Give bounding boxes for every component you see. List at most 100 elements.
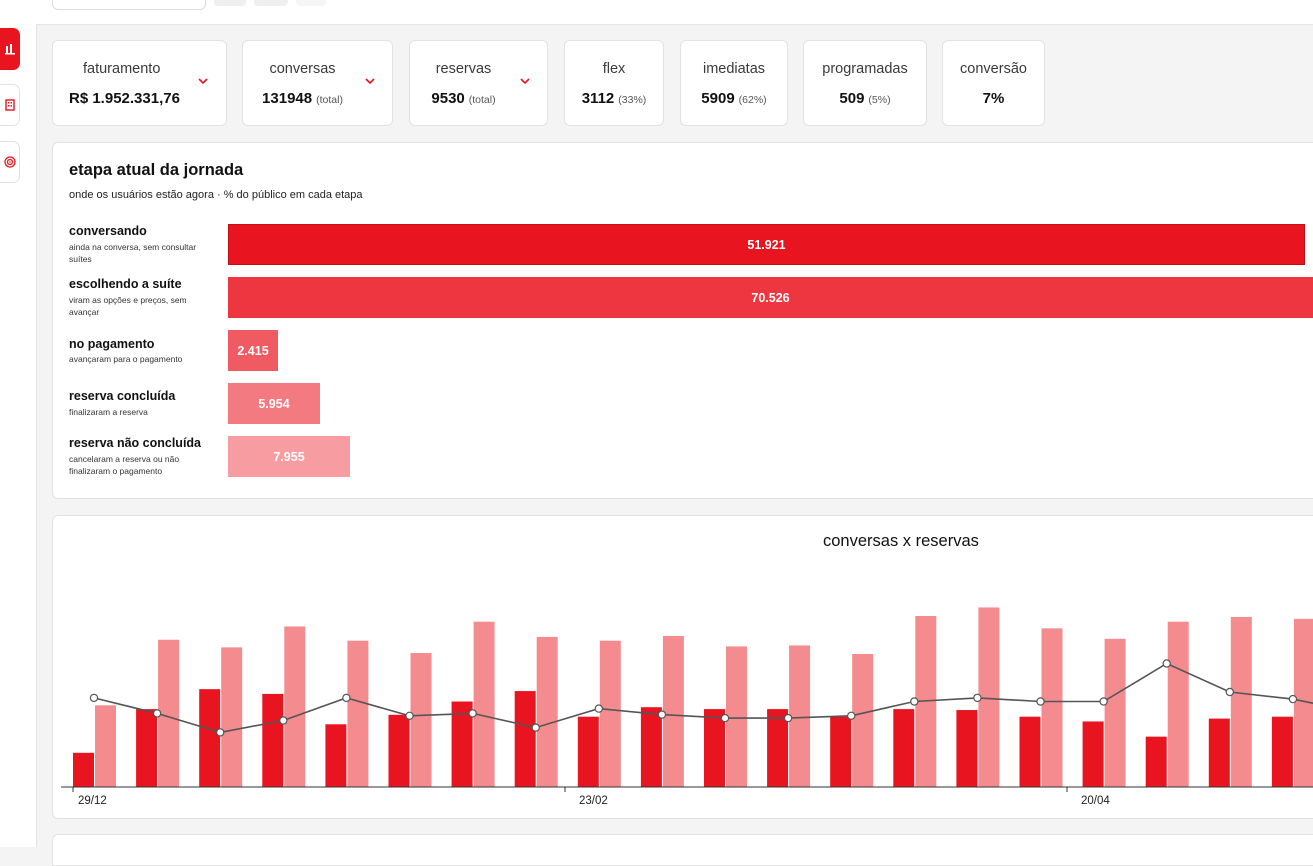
kpi-conversas[interactable]: conversas 131948 (total) <box>242 40 393 126</box>
stage-name: conversando <box>69 224 147 238</box>
bar-conversas <box>852 654 874 787</box>
bar-conversas <box>789 645 811 787</box>
chart-title: conversas x reservas <box>823 532 979 550</box>
bar-conversas <box>221 647 243 787</box>
bar-conversas <box>473 621 495 787</box>
kpi-flex: flex 3112 (33%) <box>564 40 664 126</box>
bar-chart-icon <box>4 44 15 55</box>
journey-subtitle: onde os usuários estão agora · % do públ… <box>69 189 363 201</box>
bar-reservas <box>893 709 915 787</box>
stage-bar-conversando[interactable]: 51.921 <box>228 224 1305 265</box>
bar-conversas <box>1041 628 1063 787</box>
bar-reservas <box>451 701 473 787</box>
bar-conversas <box>599 640 621 787</box>
kpi-value: 131948 (total) <box>262 90 343 107</box>
line-point <box>279 716 288 725</box>
stage-bar-value: 2.415 <box>237 343 269 358</box>
journey-panel: etapa atual da jornada onde os usuários … <box>52 142 1313 499</box>
bar-reservas <box>577 716 599 787</box>
filter-chip[interactable] <box>214 0 246 6</box>
journey-title: etapa atual da jornada <box>69 161 244 179</box>
bar-reservas <box>1208 718 1230 787</box>
stage-description: finalizaram a reserva <box>69 407 148 417</box>
bar-conversas <box>978 607 1000 787</box>
line-point <box>1099 697 1108 706</box>
line-point <box>1288 694 1298 704</box>
sidebar-item-dashboard[interactable] <box>0 28 20 70</box>
line-point <box>1036 697 1045 706</box>
kpi-label: programadas <box>822 61 908 77</box>
kpi-label: conversas <box>269 61 336 77</box>
kpi-label: reservas <box>435 61 492 77</box>
chevron-down-icon[interactable] <box>197 77 209 85</box>
line-point <box>910 697 919 706</box>
kpi-value: 9530 (total) <box>431 90 496 107</box>
filter-chip[interactable] <box>254 0 288 6</box>
kpi-imediatas: imediatas 5909 (62%) <box>680 40 788 126</box>
bar-conversas <box>726 646 747 787</box>
filter-chip[interactable] <box>296 0 326 6</box>
line-point <box>973 693 982 703</box>
bar-reservas <box>1145 736 1167 787</box>
line-point <box>152 709 162 718</box>
building-icon <box>4 99 15 111</box>
chart-panel: conversas x reservas 29/12 23/02 20/04 <box>52 515 1313 819</box>
stage-bar-nao-concluida[interactable]: 7.955 <box>228 436 350 477</box>
stage-name: no pagamento <box>69 337 155 351</box>
bar-reservas <box>199 689 221 787</box>
line-point <box>215 728 225 737</box>
kpi-label: conversão <box>960 61 1027 77</box>
bar-conversas <box>410 653 432 787</box>
bar-reservas <box>640 707 662 787</box>
stage-description: cancelaram a reserva ou não finalizaram … <box>69 454 180 476</box>
kpi-label: imediatas <box>702 61 766 77</box>
stage-bar-escolhendo[interactable]: 70.526 <box>228 277 1313 318</box>
kpi-value: 5909 (62%) <box>701 90 767 107</box>
stage-bar-pagamento[interactable]: 2.415 <box>228 330 278 371</box>
top-bar <box>36 0 1313 25</box>
kpi-label: faturamento <box>83 61 161 77</box>
bar-conversas <box>536 636 558 787</box>
bar-reservas <box>767 709 789 787</box>
target-icon <box>3 156 16 168</box>
stage-bar-value: 7.955 <box>273 449 305 464</box>
kpi-value: 7% <box>982 90 1005 107</box>
stage-bar-value: 5.954 <box>258 396 290 411</box>
kpi-value: 3112 (33%) <box>581 90 647 107</box>
bar-conversas <box>1293 618 1313 787</box>
stage-bar-value: 51.921 <box>747 237 786 252</box>
date-range-input[interactable] <box>52 0 206 10</box>
bar-reservas <box>830 716 852 787</box>
bar-conversas <box>1167 621 1189 787</box>
line-point <box>783 713 793 723</box>
bar-conversas <box>1104 638 1126 787</box>
chart-plot <box>61 607 1313 792</box>
x-tick-label: 20/04 <box>1081 795 1110 807</box>
bar-conversas <box>1230 616 1252 787</box>
stage-bar-concluida[interactable]: 5.954 <box>228 383 320 424</box>
kpi-value: 509 (5%) <box>839 90 891 107</box>
bar-reservas <box>1271 716 1293 787</box>
line-point <box>1162 659 1171 668</box>
stage-name: reserva concluída <box>69 389 176 403</box>
kpi-value: R$ 1.952.331,76 <box>69 90 180 107</box>
chevron-down-icon[interactable] <box>519 77 531 85</box>
line-point <box>594 704 604 713</box>
bar-reservas <box>704 709 725 787</box>
x-tick-label: 29/12 <box>78 795 107 807</box>
kpi-faturamento[interactable]: faturamento R$ 1.952.331,76 <box>52 40 227 126</box>
bar-reservas <box>262 693 284 787</box>
sidebar-item-reports[interactable] <box>0 84 20 126</box>
sidebar-item-targets[interactable] <box>0 141 20 183</box>
chevron-down-icon[interactable] <box>364 77 376 85</box>
bar-conversas <box>158 639 180 787</box>
kpi-reservas[interactable]: reservas 9530 (total) <box>409 40 548 126</box>
line-point <box>720 713 730 723</box>
bar-reservas <box>514 691 536 787</box>
bar-conversas <box>347 640 369 787</box>
kpi-label: flex <box>602 61 626 77</box>
bar-conversas <box>662 635 684 787</box>
stage-name: escolhendo a suíte <box>69 277 182 291</box>
stage-description: viram as opções e preços, sem avançar <box>69 295 187 317</box>
sidebar <box>0 0 37 847</box>
